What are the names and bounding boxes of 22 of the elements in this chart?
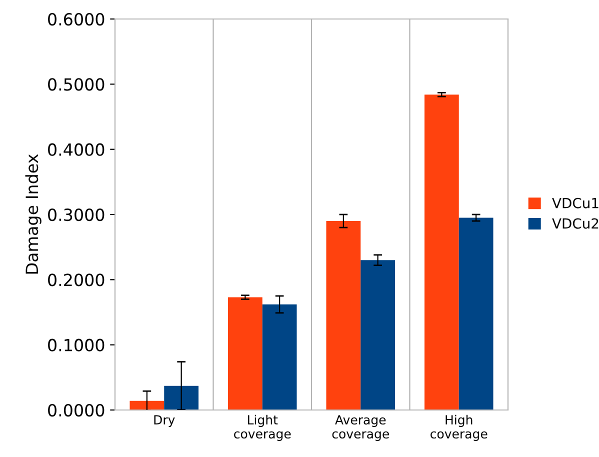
y-tick-label: 0.4000 — [48, 143, 104, 156]
x-tick-label: Light coverage — [234, 414, 291, 441]
y-tick-label: 0.6000 — [48, 12, 104, 26]
bar — [262, 304, 297, 410]
y-tick-label: 0.2000 — [48, 274, 104, 286]
x-tick-label: Dry — [154, 415, 175, 427]
bar — [228, 297, 262, 410]
x-tick-label: Average coverage — [332, 415, 389, 441]
bar — [458, 218, 494, 410]
x-tick-label: High coverage — [430, 414, 488, 441]
legend-label: VDCu2 — [552, 218, 598, 229]
legend-label: VDCu1 — [552, 198, 598, 208]
bar — [326, 221, 361, 410]
y-tick-label: 0.5000 — [48, 78, 104, 91]
y-tick-label: 0.0000 — [48, 404, 104, 417]
y-axis-title: Damage Index — [25, 154, 42, 274]
bar — [360, 260, 396, 410]
y-tick-label: 0.1000 — [48, 338, 104, 352]
y-tick-label: 0.3000 — [48, 208, 104, 222]
bar — [164, 386, 199, 410]
bar — [130, 400, 164, 410]
bar — [424, 94, 459, 410]
